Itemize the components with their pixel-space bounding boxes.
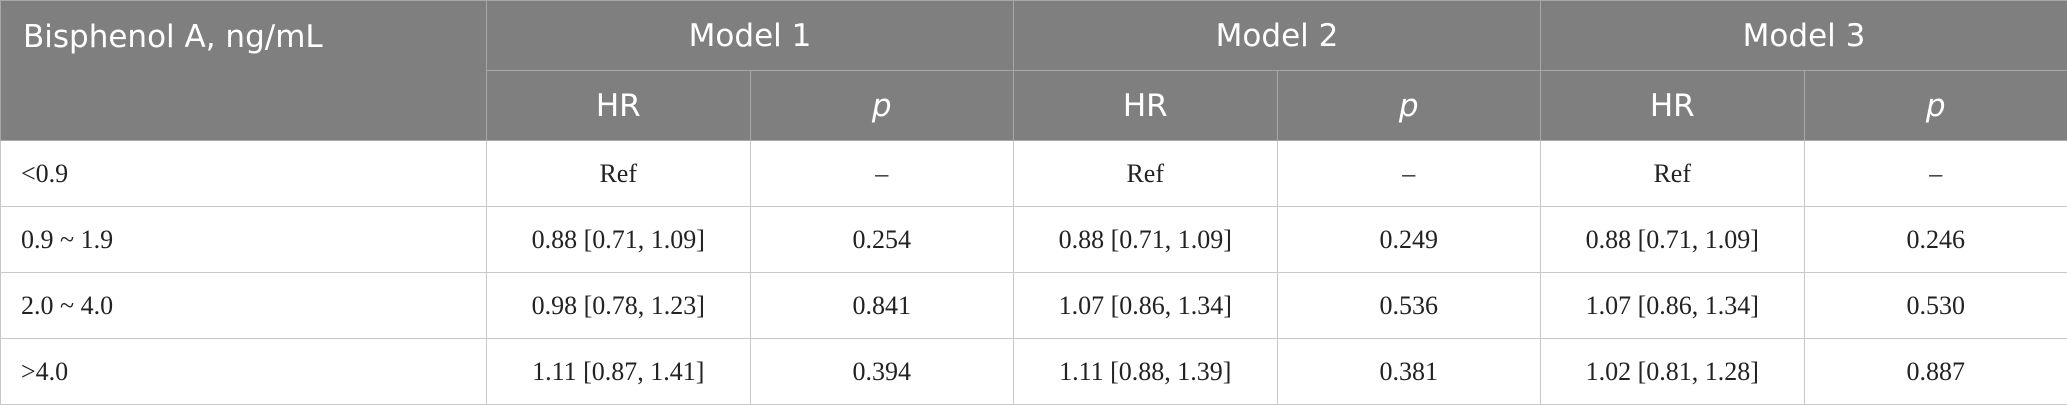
sub-header: HR	[486, 70, 751, 141]
cell: –	[749, 140, 1014, 207]
cell: 0.394	[749, 338, 1014, 405]
header-row: HR p HR p HR p	[1, 70, 2067, 141]
cell: 0.88 [0.71, 1.09]	[1540, 206, 1805, 273]
sub-header: HR	[1013, 70, 1278, 141]
cell: –	[1276, 140, 1541, 207]
model-header: Model 1	[486, 0, 1014, 71]
header-row: Bisphenol A, ng/mL Model 1 Model 2 Model 3	[0, 0, 2067, 141]
table-body: <0.9 Ref – Ref – Ref –0.9 ~ 1.9 0.88 [0.71, 1.0…	[0, 140, 2067, 405]
cell: Ref	[1013, 140, 1278, 207]
cell: 0.536	[1276, 272, 1541, 339]
row-label: >4.0	[0, 338, 487, 405]
table-header: Bisphenol A, ng/mL Model 1 Model 2 Model 3…	[0, 0, 2067, 141]
cell: 0.249	[1276, 206, 1541, 273]
cell: 1.07 [0.86, 1.34]	[1540, 272, 1805, 339]
cell: 0.381	[1276, 338, 1541, 405]
row-label: 2.0 ~ 4.0	[0, 272, 487, 339]
cell: 1.02 [0.81, 1.28]	[1540, 338, 1805, 405]
table-row: <0.9 Ref – Ref – Ref –	[0, 140, 2067, 207]
cell: 0.246	[1803, 206, 2067, 273]
cell: 1.07 [0.86, 1.34]	[1013, 272, 1278, 339]
cell: Ref	[1540, 140, 1805, 207]
cell: 0.98 [0.78, 1.23]	[486, 272, 751, 339]
row-label: 0.9 ~ 1.9	[0, 206, 487, 273]
row-label: <0.9	[0, 140, 487, 207]
table-row: >4.0 1.11 [0.87, 1.41] 0.394 1.11 [0.88, 1.…	[0, 338, 2067, 405]
sub-header: p	[1803, 70, 2067, 141]
table-row: 0.9 ~ 1.9 0.88 [0.71, 1.09] 0.254 0.88 [0.7…	[0, 206, 2067, 273]
cell: 0.887	[1803, 338, 2067, 405]
cell: 0.530	[1803, 272, 2067, 339]
cell: 0.841	[749, 272, 1014, 339]
sub-header: p	[749, 70, 1014, 141]
cell: 0.88 [0.71, 1.09]	[486, 206, 751, 273]
model-header: Model 3	[1540, 0, 2067, 71]
cell: –	[1803, 140, 2067, 207]
cell: Ref	[486, 140, 751, 207]
sub-header: p	[1276, 70, 1541, 141]
model-header: Model 2	[1013, 0, 1541, 71]
cell: 1.11 [0.88, 1.39]	[1013, 338, 1278, 405]
cell: 1.11 [0.87, 1.41]	[486, 338, 751, 405]
sub-header: HR	[1540, 70, 1805, 141]
corner-header: Bisphenol A, ng/mL	[0, 0, 487, 141]
cell: 0.88 [0.71, 1.09]	[1013, 206, 1278, 273]
table-row: 2.0 ~ 4.0 0.98 [0.78, 1.23] 0.841 1.07 [0.8…	[0, 272, 2067, 339]
cell: 0.254	[749, 206, 1014, 273]
